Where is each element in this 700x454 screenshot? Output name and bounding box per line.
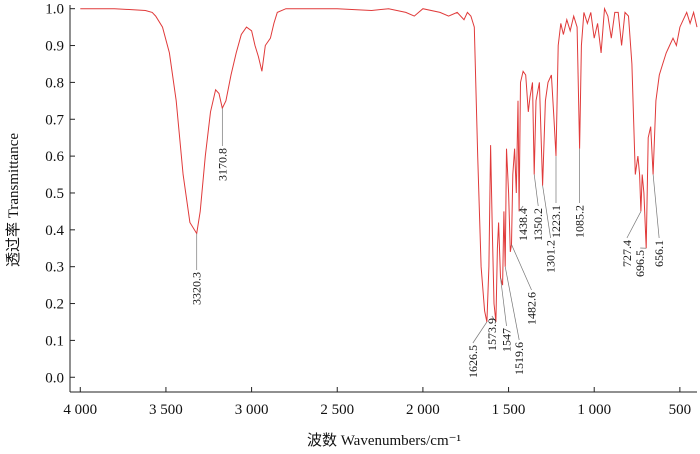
x-tick-label: 2 000 xyxy=(406,402,440,418)
peak-label: 1547 xyxy=(500,328,514,352)
y-tick-label: 1.0 xyxy=(45,2,64,18)
peak-leader xyxy=(518,205,524,212)
peak-leader xyxy=(533,174,539,207)
spectrum-line xyxy=(80,6,698,323)
y-tick-label: 0.2 xyxy=(45,297,64,313)
peak-label: 3320.3 xyxy=(190,272,204,305)
peak-leader xyxy=(500,277,507,327)
x-tick-label: 1 500 xyxy=(492,402,526,418)
peak-label: 1482.6 xyxy=(525,292,539,325)
y-tick-label: 0.1 xyxy=(45,333,64,349)
peak-label: 1626.5 xyxy=(466,345,480,378)
x-tick-label: 3 500 xyxy=(149,402,183,418)
y-tick-label: 0.7 xyxy=(45,112,64,128)
peak-label: 1573.9 xyxy=(485,318,499,351)
peak-leader xyxy=(472,321,488,344)
peak-leader xyxy=(652,174,660,239)
peak-label: 1350.2 xyxy=(531,208,545,241)
y-tick-label: 0.8 xyxy=(45,75,64,91)
peak-leader xyxy=(511,244,532,291)
y-axis-title: 透过率 Transmittance xyxy=(5,133,22,267)
peak-leader xyxy=(542,185,551,239)
peak-label: 3170.8 xyxy=(215,148,229,181)
peak-label: 1519.6 xyxy=(512,342,526,375)
x-tick-label: 1 000 xyxy=(577,402,611,418)
y-tick-label: 0.0 xyxy=(45,370,64,386)
y-tick-label: 0.5 xyxy=(45,186,64,202)
x-tick-label: 4 000 xyxy=(63,402,97,418)
peak-leader xyxy=(504,266,520,341)
x-tick-label: 2 500 xyxy=(320,402,354,418)
peak-label: 727.4 xyxy=(620,240,634,267)
x-tick-label: 3 000 xyxy=(235,402,269,418)
y-tick-label: 0.3 xyxy=(45,260,64,276)
x-tick-label: 500 xyxy=(669,402,692,418)
y-tick-label: 0.4 xyxy=(45,223,64,239)
peak-label: 1223.1 xyxy=(549,205,563,238)
peak-leader xyxy=(491,315,497,323)
peak-label: 1085.2 xyxy=(573,205,587,238)
peak-label: 656.1 xyxy=(652,240,666,267)
peak-label: 1301.2 xyxy=(544,240,558,273)
y-tick-label: 0.9 xyxy=(45,39,64,55)
y-tick-label: 0.6 xyxy=(45,149,64,165)
peak-label: 696.5 xyxy=(633,250,647,277)
peak-label: 1438.4 xyxy=(516,208,530,241)
x-axis-title: 波数 Wavenumbers/cm⁻¹ xyxy=(307,432,461,449)
peak-leader xyxy=(626,211,642,239)
